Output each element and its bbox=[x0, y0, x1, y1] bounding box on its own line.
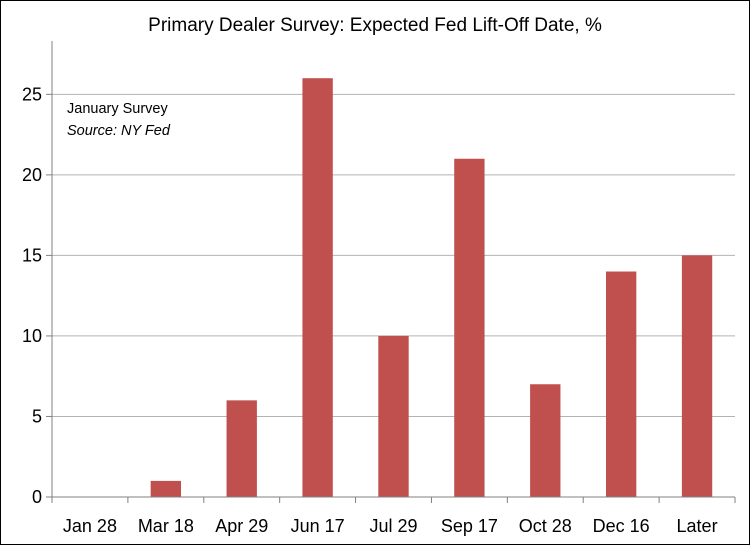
bar-apr-29 bbox=[226, 400, 257, 497]
x-tick-labels: Jan 28 Mar 18 Apr 29 Jun 17 Jul 29 Sep 17 Oct … bbox=[63, 516, 718, 536]
y-tick-label-0: 0 bbox=[32, 487, 42, 507]
x-tick-label-jan-28: Jan 28 bbox=[63, 516, 117, 536]
bar-jun-17 bbox=[302, 78, 333, 497]
y-tick-labels: 0 5 10 15 20 25 bbox=[22, 84, 42, 507]
chart-title: Primary Dealer Survey: Expected Fed Lift… bbox=[148, 15, 602, 36]
bar-jul-29 bbox=[378, 335, 409, 497]
bar-oct-28 bbox=[530, 384, 561, 497]
x-tick-label-jun-17: Jun 17 bbox=[291, 516, 345, 536]
y-tick-label-10: 10 bbox=[22, 326, 42, 346]
bar-dec-16 bbox=[605, 271, 637, 497]
x-tick-label-oct-28: Oct 28 bbox=[519, 516, 572, 536]
annotation-survey: January Survey bbox=[67, 101, 168, 117]
y-tick-label-5: 5 bbox=[32, 406, 42, 426]
x-tick-label-sep-17: Sep 17 bbox=[441, 516, 498, 536]
annotation-source: Source: NY Fed bbox=[67, 123, 171, 139]
bar-later bbox=[681, 255, 713, 497]
bar-mar-18 bbox=[150, 480, 182, 497]
y-tick-label-20: 20 bbox=[22, 165, 42, 185]
axes bbox=[46, 41, 736, 503]
y-tick-label-25: 25 bbox=[22, 84, 42, 104]
x-tick-label-apr-29: Apr 29 bbox=[215, 516, 268, 536]
x-tick-label-later: Later bbox=[677, 516, 718, 536]
y-tick-label-15: 15 bbox=[22, 245, 42, 265]
bar-sep-17 bbox=[454, 158, 485, 497]
bars bbox=[150, 78, 713, 497]
x-tick-label-jul-29: Jul 29 bbox=[369, 516, 417, 536]
x-tick-label-dec-16: Dec 16 bbox=[593, 516, 650, 536]
x-tick-label-mar-18: Mar 18 bbox=[138, 516, 194, 536]
